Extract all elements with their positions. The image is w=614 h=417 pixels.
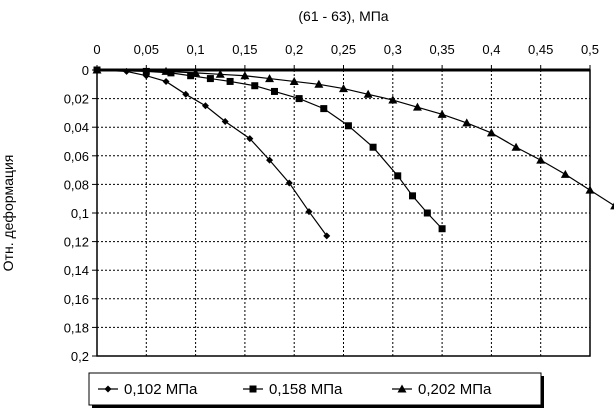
data-point	[536, 155, 546, 164]
data-point	[423, 209, 431, 217]
x-tick-label: 0,35	[429, 42, 454, 57]
data-point	[201, 102, 209, 110]
legend-marker	[397, 384, 407, 393]
series-group	[92, 65, 614, 240]
legend-box	[88, 372, 542, 406]
data-point	[305, 208, 313, 216]
data-point	[246, 135, 254, 143]
data-point	[265, 74, 275, 83]
x-tick-label: 0,5	[581, 42, 599, 57]
data-point	[295, 95, 303, 103]
data-point	[221, 117, 229, 125]
x-tick-label: 0,3	[384, 42, 402, 57]
data-point	[161, 66, 171, 75]
legend-marker	[104, 385, 112, 393]
axis-ticks: 0 0,05 0,1 0,15 0,2 0,25 0,3 0,35 0,4 0,45 0,5 0 0,0…	[64, 42, 599, 364]
x-tick-label: 0,45	[528, 42, 553, 57]
data-point	[560, 169, 570, 178]
x-tick-label: 0,05	[134, 42, 159, 57]
x-tick-label: 0,25	[331, 42, 356, 57]
series-triangle	[92, 65, 614, 210]
data-point	[511, 142, 521, 151]
data-point	[363, 89, 373, 98]
y-tick-label: 0,18	[64, 320, 89, 335]
data-point	[323, 232, 331, 240]
data-point	[240, 71, 250, 80]
data-point	[462, 118, 472, 127]
data-point	[314, 79, 324, 88]
data-point	[191, 68, 201, 77]
y-tick-label: 0,06	[64, 149, 89, 164]
x-tick-label: 0,4	[482, 42, 500, 57]
data-point	[270, 87, 278, 95]
legend-label: 0,102 МПа	[124, 381, 198, 398]
data-point	[438, 225, 446, 233]
data-point	[226, 77, 234, 85]
grid	[97, 68, 590, 356]
y-tick-label: 0,14	[64, 263, 89, 278]
data-point	[585, 185, 595, 194]
x-tick-label: 0	[93, 42, 100, 57]
y-tick-label: 0,1	[71, 206, 89, 221]
y-tick-label: 0,04	[64, 120, 89, 135]
legend-item: 0,158 МПа	[243, 381, 343, 398]
series-line	[96, 69, 328, 237]
x-axis-label: (61 - 63), МПа	[298, 8, 388, 24]
data-point	[285, 179, 293, 187]
data-point	[162, 77, 170, 85]
data-point	[388, 95, 398, 104]
x-tick-label: 0,15	[232, 42, 257, 57]
data-point	[187, 72, 195, 80]
y-tick-label: 0,12	[64, 235, 89, 250]
legend: 0,102 МПа 0,158 МПа 0,202 МПа	[88, 372, 544, 408]
data-point	[251, 82, 259, 90]
legend-label: 0,202 МПа	[418, 381, 492, 398]
data-point	[394, 172, 402, 180]
data-point	[409, 192, 417, 200]
legend-item: 0,102 МПа	[98, 381, 198, 398]
data-point	[92, 65, 102, 74]
legend-marker	[249, 385, 257, 393]
data-point	[437, 109, 447, 118]
data-point	[182, 90, 190, 98]
data-point	[610, 202, 614, 210]
y-axis-label: Отн. деформация	[0, 155, 16, 272]
y-tick-label: 0,16	[64, 292, 89, 307]
series-diamond	[93, 66, 331, 240]
data-point	[369, 143, 377, 151]
legend-item: 0,202 МПа	[392, 381, 492, 398]
x-tick-label: 0,1	[187, 42, 205, 57]
data-point	[344, 122, 352, 130]
y-tick-label: 0,2	[71, 349, 89, 364]
data-point	[320, 105, 328, 113]
series-line	[96, 69, 614, 207]
data-point	[486, 128, 496, 137]
series-line	[96, 69, 443, 230]
data-point	[206, 75, 214, 83]
legend-label: 0,158 МПа	[269, 381, 343, 398]
x-tick-label: 0,2	[285, 42, 303, 57]
y-tick-label: 0	[82, 63, 89, 78]
data-point	[266, 156, 274, 164]
y-tick-label: 0,02	[64, 92, 89, 107]
data-point	[167, 69, 175, 77]
data-point	[215, 69, 225, 78]
y-tick-label: 0,08	[64, 177, 89, 192]
data-point	[339, 84, 348, 93]
data-point	[289, 76, 299, 85]
data-point	[412, 102, 422, 111]
